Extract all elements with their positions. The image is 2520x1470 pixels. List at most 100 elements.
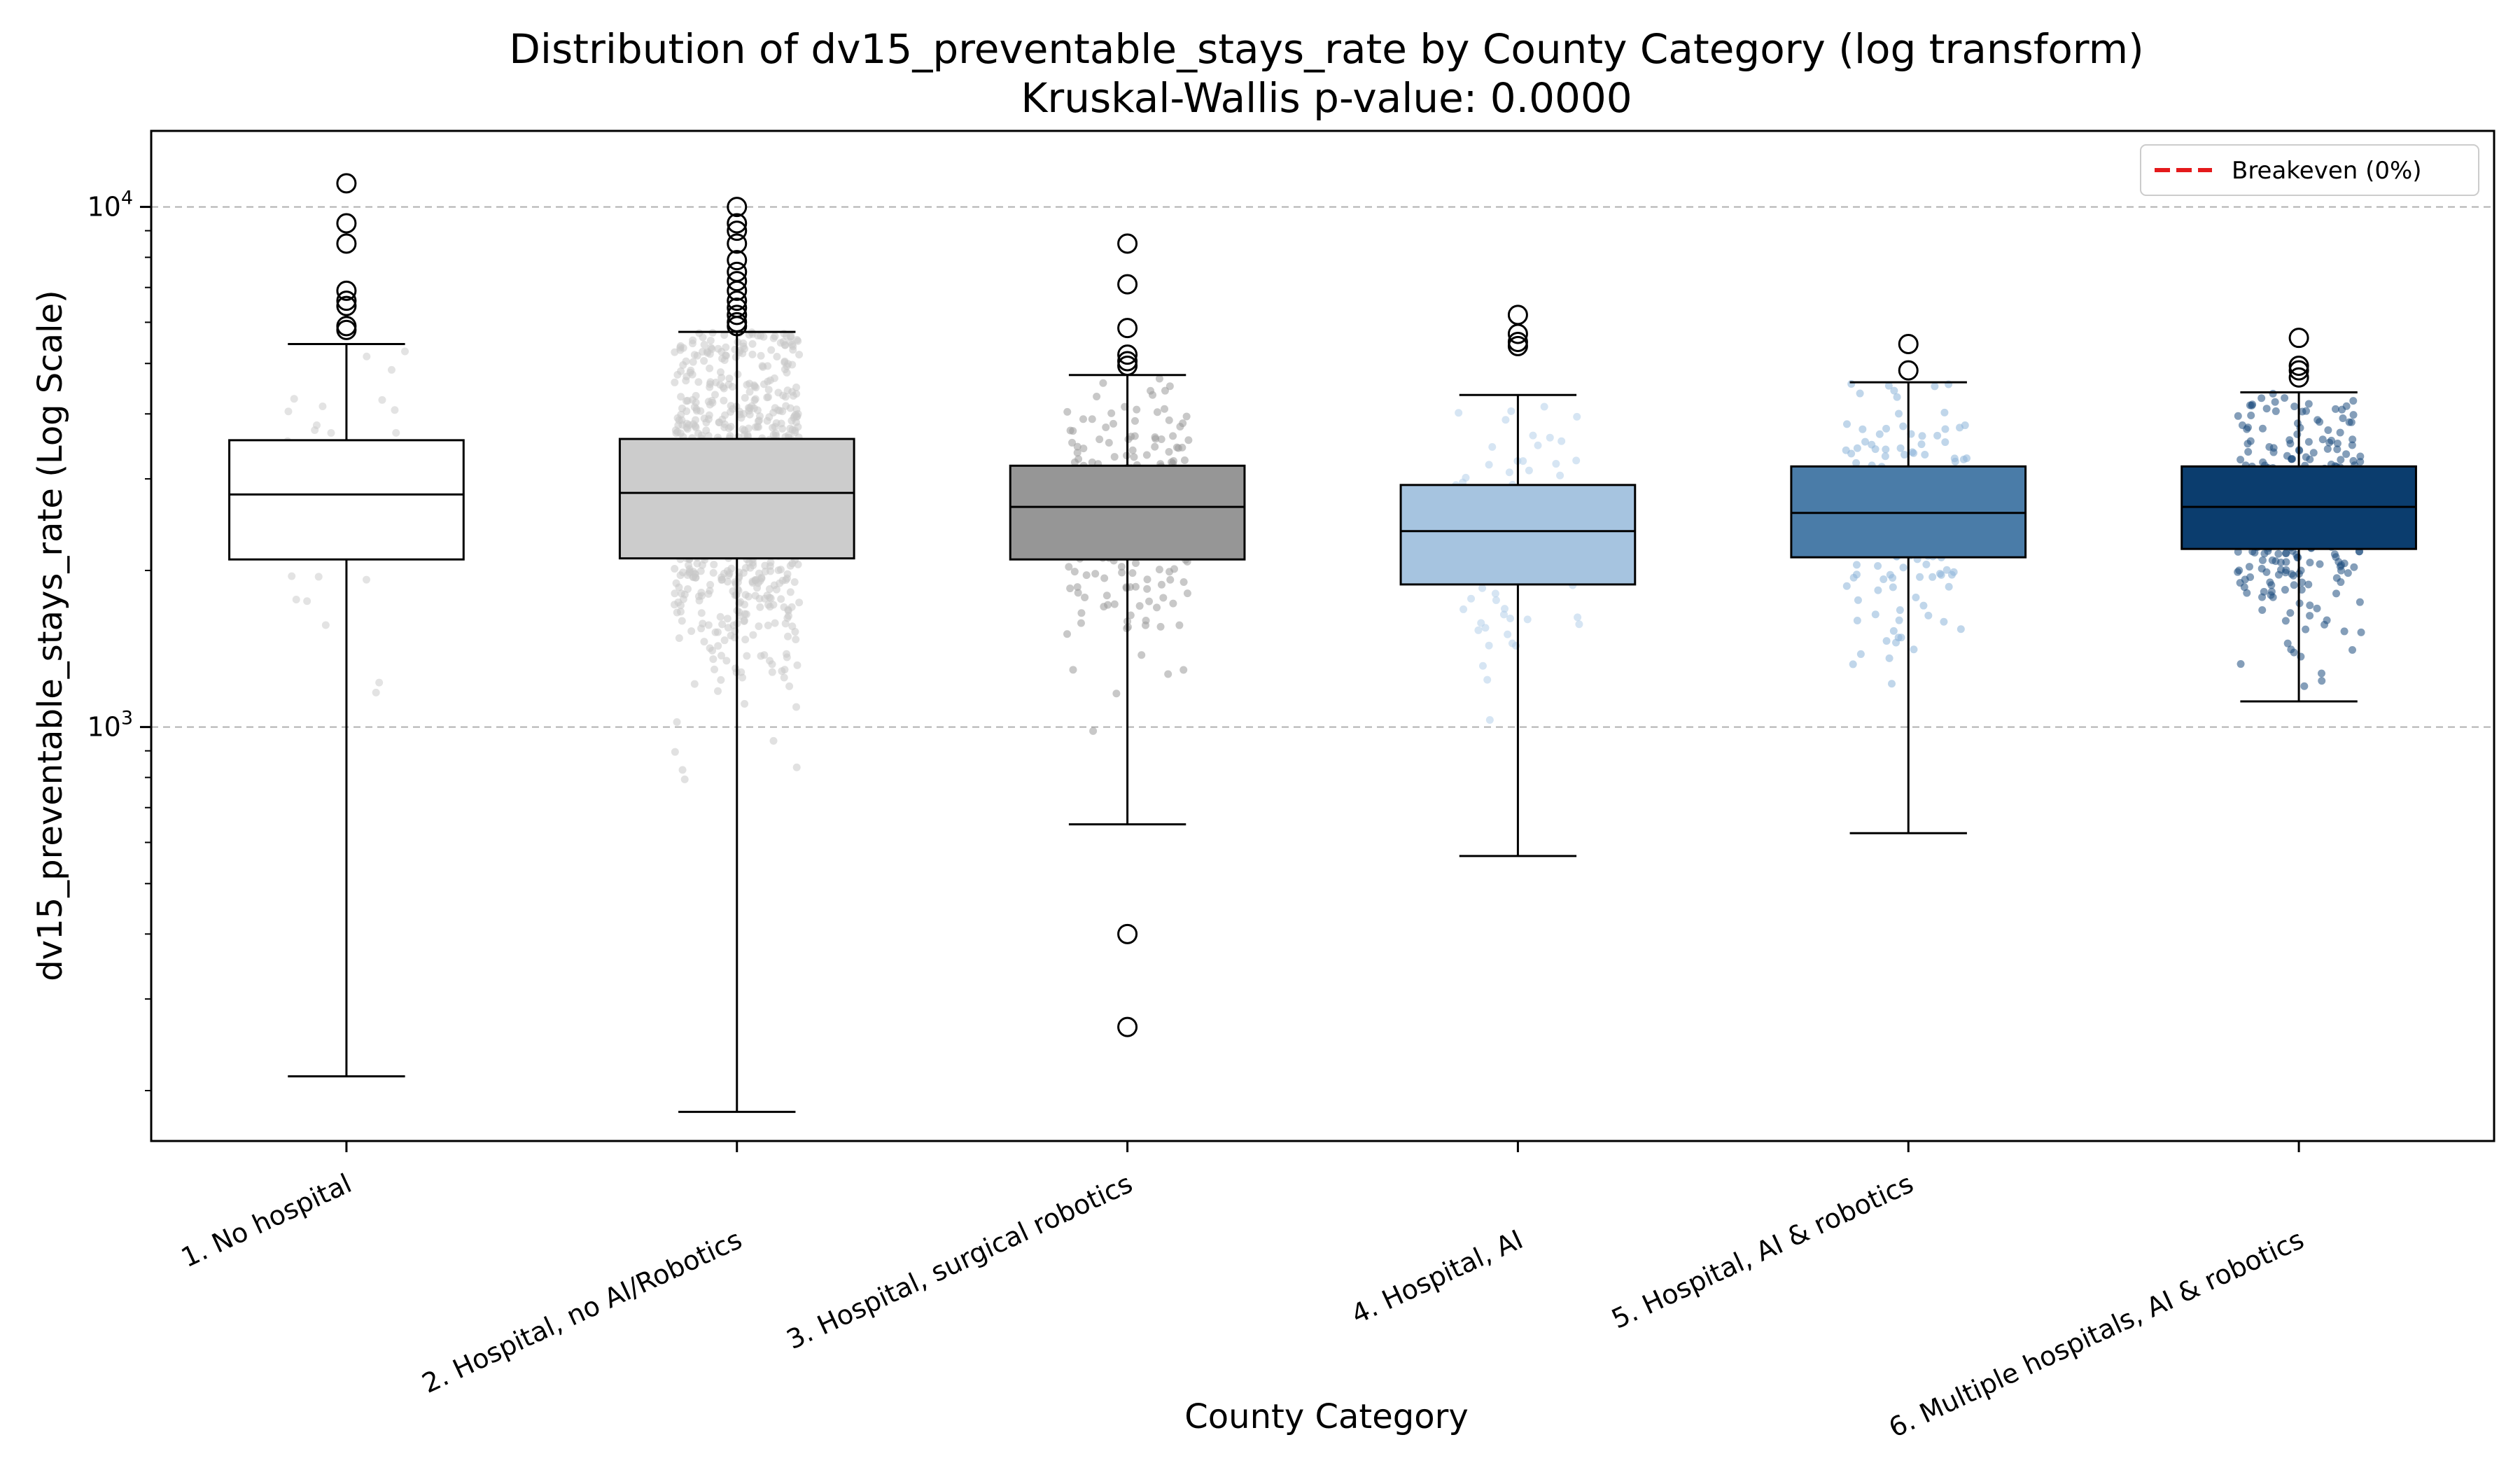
jitter-point xyxy=(2266,578,2274,587)
jitter-point xyxy=(2258,556,2267,564)
jitter-point xyxy=(746,388,754,396)
jitter-point xyxy=(2267,587,2276,596)
jitter-point xyxy=(741,430,749,439)
box-2 xyxy=(618,438,855,560)
jitter-point xyxy=(710,391,719,399)
jitter-point xyxy=(786,424,794,433)
jitter-point xyxy=(755,569,763,578)
jitter-point xyxy=(2272,407,2280,415)
jitter-point xyxy=(1153,603,1161,612)
jitter-point xyxy=(2342,402,2351,410)
jitter-point xyxy=(671,378,679,386)
jitter-point xyxy=(362,575,370,584)
jitter-point xyxy=(1455,409,1463,417)
jitter-point xyxy=(2323,444,2332,453)
jitter-point xyxy=(1081,593,1089,601)
jitter-point xyxy=(1107,409,1116,417)
jitter-point xyxy=(2281,617,2290,625)
jitter-point xyxy=(1118,568,1126,577)
jitter-point xyxy=(1183,589,1191,598)
jitter-point xyxy=(777,595,785,603)
jitter-point xyxy=(2260,587,2268,596)
jitter-point xyxy=(754,331,762,340)
jitter-point xyxy=(1956,424,1964,432)
jitter-point xyxy=(2324,426,2332,435)
jitter-point xyxy=(679,361,687,370)
box-5 xyxy=(1790,465,2027,559)
jitter-point xyxy=(1104,601,1112,609)
jitter-point xyxy=(1853,444,1861,452)
jitter-point xyxy=(387,365,396,374)
jitter-point xyxy=(728,383,736,391)
jitter-point xyxy=(1508,639,1516,648)
jitter-point xyxy=(1916,573,1924,581)
jitter-point xyxy=(714,642,722,650)
jitter-point xyxy=(327,428,335,437)
jitter-point xyxy=(764,386,773,394)
jitter-point xyxy=(1525,466,1533,475)
jitter-point xyxy=(700,340,708,349)
jitter-point xyxy=(1540,402,1548,411)
outlier-point xyxy=(336,319,357,340)
outlier-point xyxy=(727,304,748,326)
jitter-point xyxy=(1110,453,1119,461)
jitter-point xyxy=(760,594,769,603)
jitter-point xyxy=(691,570,699,578)
jitter-point xyxy=(1899,422,1907,430)
jitter-point xyxy=(781,620,790,628)
jitter-point xyxy=(2243,589,2251,597)
jitter-point xyxy=(704,349,712,357)
jitter-point xyxy=(697,624,706,633)
jitter-point xyxy=(2349,456,2358,465)
jitter-point xyxy=(1896,444,1905,452)
jitter-point xyxy=(2282,558,2290,566)
jitter-point xyxy=(1130,432,1139,440)
jitter-point xyxy=(1505,468,1513,477)
jitter-point xyxy=(787,332,795,340)
jitter-point xyxy=(401,347,410,356)
jitter-point xyxy=(715,418,723,426)
jitter-point xyxy=(2298,407,2306,416)
jitter-point xyxy=(1138,651,1146,659)
jitter-point xyxy=(2317,669,2325,678)
jitter-point xyxy=(693,559,701,568)
jitter-point xyxy=(2316,418,2324,426)
jitter-point xyxy=(2290,402,2299,411)
jitter-point xyxy=(675,416,683,424)
jitter-point xyxy=(2269,389,2277,398)
jitter-point xyxy=(1110,600,1119,608)
jitter-point xyxy=(311,426,319,434)
jitter-point xyxy=(795,598,804,607)
jitter-point xyxy=(778,667,786,676)
jitter-point xyxy=(2333,440,2342,448)
jitter-point xyxy=(1887,680,1896,688)
jitter-point xyxy=(2258,424,2267,433)
jitter-point xyxy=(1070,458,1079,466)
jitter-point xyxy=(792,383,801,391)
jitter-point xyxy=(734,587,743,595)
jitter-point xyxy=(784,607,792,615)
jitter-point xyxy=(1491,589,1499,598)
jitter-point xyxy=(765,585,774,594)
jitter-point xyxy=(676,342,685,350)
jitter-point xyxy=(737,414,746,422)
jitter-point xyxy=(1142,451,1151,459)
outlier-point xyxy=(1117,233,1138,254)
jitter-point xyxy=(303,597,312,606)
jitter-point xyxy=(1460,605,1468,613)
jitter-point xyxy=(1874,561,1882,570)
outlier-point xyxy=(2288,360,2309,381)
jitter-point xyxy=(1088,415,1096,424)
jitter-point xyxy=(754,423,762,431)
jitter-point xyxy=(795,351,804,359)
jitter-point xyxy=(746,410,754,419)
outlier-point xyxy=(2288,328,2309,349)
jitter-point xyxy=(1937,570,1945,579)
jitter-point xyxy=(1145,597,1154,606)
jitter-point xyxy=(1917,440,1926,449)
jitter-point xyxy=(321,621,330,629)
jitter-point xyxy=(678,404,686,412)
jitter-point xyxy=(774,566,783,575)
jitter-point xyxy=(1890,386,1898,395)
